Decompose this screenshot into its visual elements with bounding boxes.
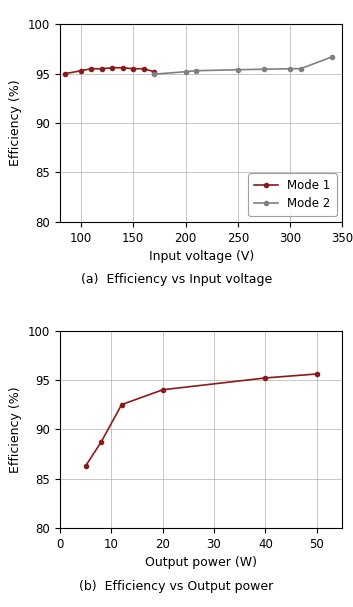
Line: Mode 1: Mode 1 (63, 66, 156, 76)
X-axis label: Output power (W): Output power (W) (145, 557, 257, 569)
Mode 2 (236, 66, 240, 73)
Mode 1 (89, 65, 94, 72)
Mode 2 (330, 53, 334, 61)
Y-axis label: Efficiency (%): Efficiency (%) (10, 80, 23, 166)
Mode 2 (262, 66, 266, 73)
Mode 2 (288, 65, 292, 72)
Mode 1 (142, 65, 146, 72)
Text: (a)  Efficiency vs Input voltage: (a) Efficiency vs Input voltage (81, 273, 272, 287)
Mode 1 (79, 67, 83, 74)
Mode 2 (184, 68, 188, 75)
Y-axis label: Efficiency (%): Efficiency (%) (10, 386, 23, 473)
Line: Mode 2: Mode 2 (152, 55, 334, 76)
X-axis label: Input voltage (V): Input voltage (V) (149, 250, 254, 263)
Mode 1 (63, 70, 67, 77)
Mode 2 (298, 65, 303, 72)
Mode 1 (100, 65, 104, 72)
Mode 1 (121, 64, 125, 72)
Mode 1 (152, 68, 156, 75)
Mode 2 (152, 70, 156, 78)
Mode 1 (110, 64, 114, 72)
Legend: Mode 1, Mode 2: Mode 1, Mode 2 (249, 174, 336, 216)
Text: (b)  Efficiency vs Output power: (b) Efficiency vs Output power (79, 580, 274, 592)
Mode 1 (131, 65, 135, 72)
Mode 2 (194, 67, 198, 74)
